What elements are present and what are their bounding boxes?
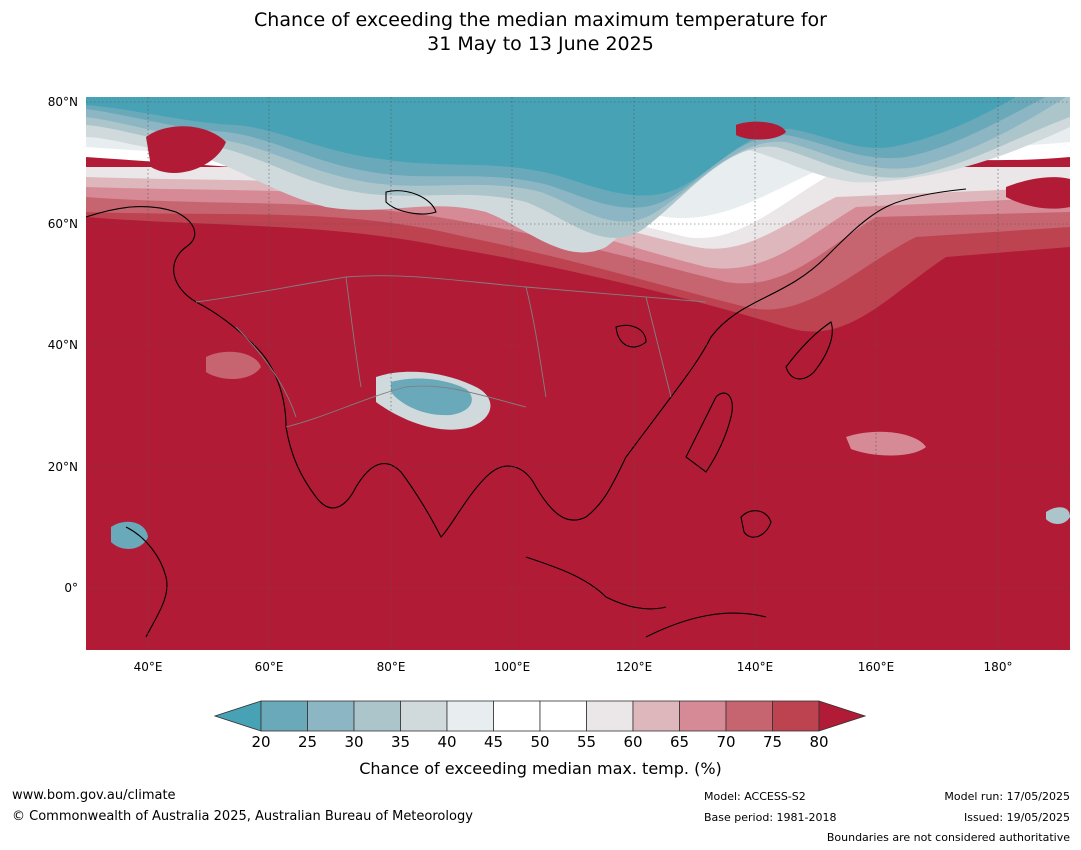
lon-label-60e: 60°E xyxy=(254,660,284,674)
colorbar-tick: 50 xyxy=(530,733,550,751)
base-period-text: Base period: 1981-2018 xyxy=(704,811,837,824)
colorbar-bin xyxy=(772,700,820,732)
colorbar-bin xyxy=(214,700,262,732)
lat-label-40n: 40°N xyxy=(47,338,78,352)
colorbar-tick: 80 xyxy=(809,733,829,751)
map-canvas xyxy=(86,97,1070,650)
colorbar-bin xyxy=(446,700,494,732)
colorbar-tick: 35 xyxy=(390,733,411,751)
model-run-text: Model run: 17/05/2025 xyxy=(944,790,1070,803)
lon-label-120e: 120°E xyxy=(615,660,653,674)
lat-label-20n: 20°N xyxy=(47,460,78,474)
colorbar-tick: 60 xyxy=(623,733,643,751)
colorbar-bin xyxy=(353,700,401,732)
model-text: Model: ACCESS-S2 xyxy=(704,790,806,803)
colorbar-tick: 45 xyxy=(483,733,504,751)
copyright-text: © Commonwealth of Australia 2025, Austra… xyxy=(12,809,473,824)
colorbar-bin xyxy=(679,700,727,732)
lon-label-40e: 40°E xyxy=(133,660,163,674)
coastlines xyxy=(86,188,967,638)
lon-label-180: 180° xyxy=(983,660,1013,674)
lon-label-160e: 160°E xyxy=(857,660,895,674)
colorbar-tick: 65 xyxy=(669,733,690,751)
issued-text: Issued: 19/05/2025 xyxy=(963,811,1070,824)
disclaimer-text: Boundaries are not considered authoritat… xyxy=(826,831,1070,844)
lat-label-0: 0° xyxy=(64,581,78,595)
country-borders xyxy=(195,275,707,428)
colorbar-bin xyxy=(400,700,448,732)
colorbar xyxy=(214,700,866,732)
title-line-1: Chance of exceeding the median maximum t… xyxy=(254,9,827,31)
lon-label-140e: 140°E xyxy=(736,660,774,674)
colorbar-bin xyxy=(725,700,773,732)
colorbar-bin xyxy=(307,700,355,732)
colorbar-bin xyxy=(586,700,634,732)
lon-label-100e: 100°E xyxy=(493,660,531,674)
colorbar-tick: 70 xyxy=(716,733,736,751)
colorbar-tick: 20 xyxy=(251,733,271,751)
forecast-map xyxy=(86,97,1070,650)
colorbar-bin xyxy=(539,700,587,732)
colorbar-bin xyxy=(818,700,866,732)
colorbar-bin xyxy=(632,700,680,732)
colorbar-tick: 55 xyxy=(576,733,597,751)
colorbar-bin xyxy=(493,700,541,732)
colorbar-tick: 40 xyxy=(437,733,457,751)
map-title: Chance of exceeding the median maximum t… xyxy=(0,8,1081,56)
lat-label-60n: 60°N xyxy=(47,217,78,231)
colorbar-label: Chance of exceeding median max. temp. (%… xyxy=(359,759,722,778)
colorbar-tick: 75 xyxy=(762,733,783,751)
colorbar-tick: 25 xyxy=(297,733,318,751)
website-text: www.bom.gov.au/climate xyxy=(12,788,176,803)
lat-label-80n: 80°N xyxy=(47,95,78,109)
colorbar-tick: 30 xyxy=(344,733,364,751)
lon-label-80e: 80°E xyxy=(376,660,406,674)
colorbar-bin xyxy=(260,700,308,732)
graticule xyxy=(86,97,1070,650)
title-line-2: 31 May to 13 June 2025 xyxy=(427,33,654,55)
